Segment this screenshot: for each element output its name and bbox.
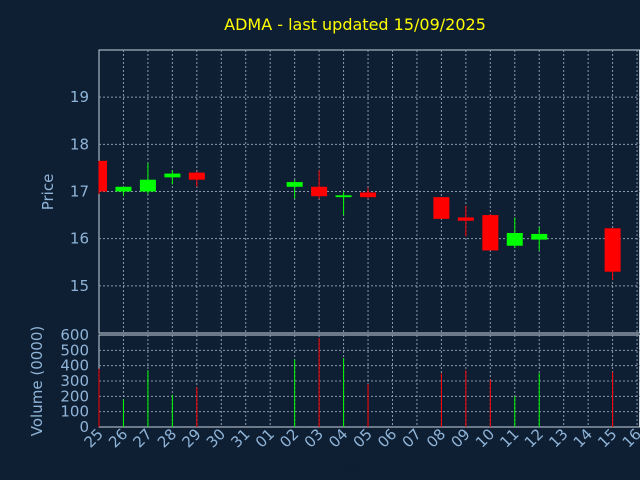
candle: [433, 197, 450, 219]
x-tick-label: 13: [545, 425, 571, 451]
candle: [506, 217, 523, 249]
candle-body: [604, 228, 621, 272]
price-tick-label: 16: [70, 230, 89, 248]
price-panel: 15 16 17 18 19: [70, 49, 640, 334]
candle-body: [433, 197, 450, 219]
candle-body: [506, 233, 523, 246]
candle-body: [188, 172, 205, 180]
candle-body: [457, 217, 474, 221]
chart-title: ADMA - last updated 15/09/2025: [224, 15, 486, 34]
x-tick-label: 10: [472, 425, 498, 451]
x-axis-ticks: 2526272829303101020304050607080910111213…: [81, 425, 640, 451]
candle: [335, 191, 352, 216]
candle: [457, 205, 474, 237]
candle-body: [311, 186, 328, 197]
price-axis-label: Price: [39, 174, 57, 211]
volume-tick-label: 0: [79, 418, 89, 436]
x-tick-label: 27: [130, 425, 156, 451]
candle-body: [286, 182, 303, 187]
candle-body: [360, 192, 377, 198]
x-tick-label: 02: [276, 425, 302, 451]
volume-tick-label: 100: [60, 403, 89, 421]
price-tick-label: 19: [70, 88, 89, 106]
candle: [115, 186, 132, 197]
volume-tick-label: 400: [60, 357, 89, 375]
x-tick-label: 03: [301, 425, 327, 451]
volume-tick-label: 600: [60, 326, 89, 344]
candle-body: [115, 186, 132, 192]
price-tick-label: 17: [70, 183, 89, 201]
x-tick-label: 28: [154, 425, 180, 451]
x-tick-label: 01: [252, 425, 278, 451]
x-axis-label: Day: [333, 459, 361, 475]
x-tick-label: 07: [399, 425, 425, 451]
x-tick-label: 16: [619, 425, 640, 451]
volume-axis-label: Volume (0000): [28, 326, 46, 436]
candle: [98, 160, 107, 194]
candle-body: [335, 195, 352, 198]
x-tick-label: 30: [203, 425, 229, 451]
x-tick-label: 08: [423, 425, 449, 451]
volume-tick-label: 200: [60, 387, 89, 405]
x-tick-label: 11: [496, 425, 522, 451]
x-tick-label: 09: [447, 425, 473, 451]
x-tick-label: 29: [178, 425, 204, 451]
candle: [360, 187, 377, 199]
x-tick-label: 06: [374, 425, 400, 451]
x-tick-label: 04: [325, 425, 351, 451]
candle: [164, 170, 181, 185]
candle-body: [139, 179, 156, 192]
x-tick-label: 26: [105, 425, 131, 451]
x-tick-label: 12: [521, 425, 547, 451]
price-tick-label: 15: [70, 277, 89, 295]
candle: [286, 179, 303, 199]
x-tick-label: 05: [350, 425, 376, 451]
candle: [311, 170, 328, 199]
volume-tick-label: 500: [60, 341, 89, 359]
x-tick-label: 14: [570, 425, 596, 451]
x-tick-label: 15: [594, 425, 620, 451]
volume-tick-label: 300: [60, 372, 89, 390]
candle: [188, 171, 205, 187]
price-tick-label: 18: [70, 135, 89, 153]
candle: [139, 163, 156, 194]
candle-body: [164, 173, 181, 178]
candle: [531, 226, 548, 251]
candle-body: [531, 233, 548, 240]
x-tick-label: 31: [227, 425, 253, 451]
candle: [482, 214, 499, 251]
candle: [604, 228, 621, 281]
candle-body: [99, 160, 107, 192]
candle-body: [482, 215, 499, 251]
